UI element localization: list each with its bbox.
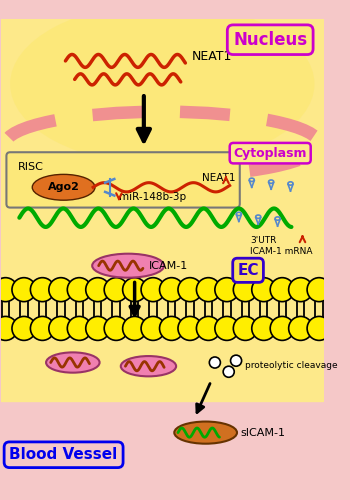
Circle shape — [252, 316, 276, 340]
Circle shape — [86, 278, 110, 301]
Circle shape — [160, 316, 183, 340]
Circle shape — [270, 316, 294, 340]
Text: 3'UTR
ICAM-1 mRNA: 3'UTR ICAM-1 mRNA — [250, 236, 313, 256]
Circle shape — [141, 316, 165, 340]
Circle shape — [215, 316, 239, 340]
Circle shape — [215, 278, 239, 301]
Text: Cytoplasm: Cytoplasm — [233, 146, 307, 160]
Text: Ago2: Ago2 — [48, 182, 79, 192]
Circle shape — [289, 316, 313, 340]
Circle shape — [160, 278, 183, 301]
Circle shape — [67, 278, 91, 301]
Circle shape — [30, 278, 54, 301]
Circle shape — [122, 278, 147, 301]
Ellipse shape — [92, 254, 164, 278]
Circle shape — [30, 316, 54, 340]
Text: ICAM-1: ICAM-1 — [148, 260, 188, 270]
Circle shape — [86, 316, 110, 340]
Circle shape — [0, 278, 18, 301]
FancyBboxPatch shape — [6, 152, 240, 208]
Circle shape — [196, 278, 220, 301]
Text: sICAM-1: sICAM-1 — [241, 428, 286, 438]
Text: EC: EC — [237, 263, 259, 278]
Circle shape — [307, 316, 331, 340]
Text: NEAT1: NEAT1 — [192, 50, 232, 63]
Circle shape — [231, 355, 241, 366]
Ellipse shape — [32, 174, 95, 200]
Circle shape — [270, 278, 294, 301]
Text: RISC: RISC — [18, 162, 43, 172]
Circle shape — [233, 316, 257, 340]
Circle shape — [49, 316, 73, 340]
Circle shape — [233, 278, 257, 301]
Circle shape — [67, 316, 91, 340]
Circle shape — [178, 278, 202, 301]
Circle shape — [12, 278, 36, 301]
Circle shape — [252, 278, 276, 301]
Ellipse shape — [46, 352, 100, 372]
Text: proteolytic cleavage: proteolytic cleavage — [245, 361, 338, 370]
Circle shape — [12, 316, 36, 340]
Circle shape — [0, 316, 18, 340]
Ellipse shape — [10, 4, 315, 164]
Circle shape — [178, 316, 202, 340]
Circle shape — [307, 278, 331, 301]
Text: miR-148b-3p: miR-148b-3p — [119, 192, 186, 202]
FancyBboxPatch shape — [0, 15, 336, 402]
Text: NEAT1: NEAT1 — [202, 173, 236, 183]
Ellipse shape — [174, 422, 237, 444]
Circle shape — [209, 357, 220, 368]
Ellipse shape — [121, 356, 176, 376]
Circle shape — [49, 278, 73, 301]
Circle shape — [104, 278, 128, 301]
Circle shape — [122, 316, 147, 340]
Text: Blood Vessel: Blood Vessel — [9, 448, 118, 462]
Text: Nucleus: Nucleus — [233, 30, 307, 48]
Circle shape — [141, 278, 165, 301]
Circle shape — [104, 316, 128, 340]
Circle shape — [223, 366, 234, 378]
Circle shape — [289, 278, 313, 301]
Circle shape — [196, 316, 220, 340]
